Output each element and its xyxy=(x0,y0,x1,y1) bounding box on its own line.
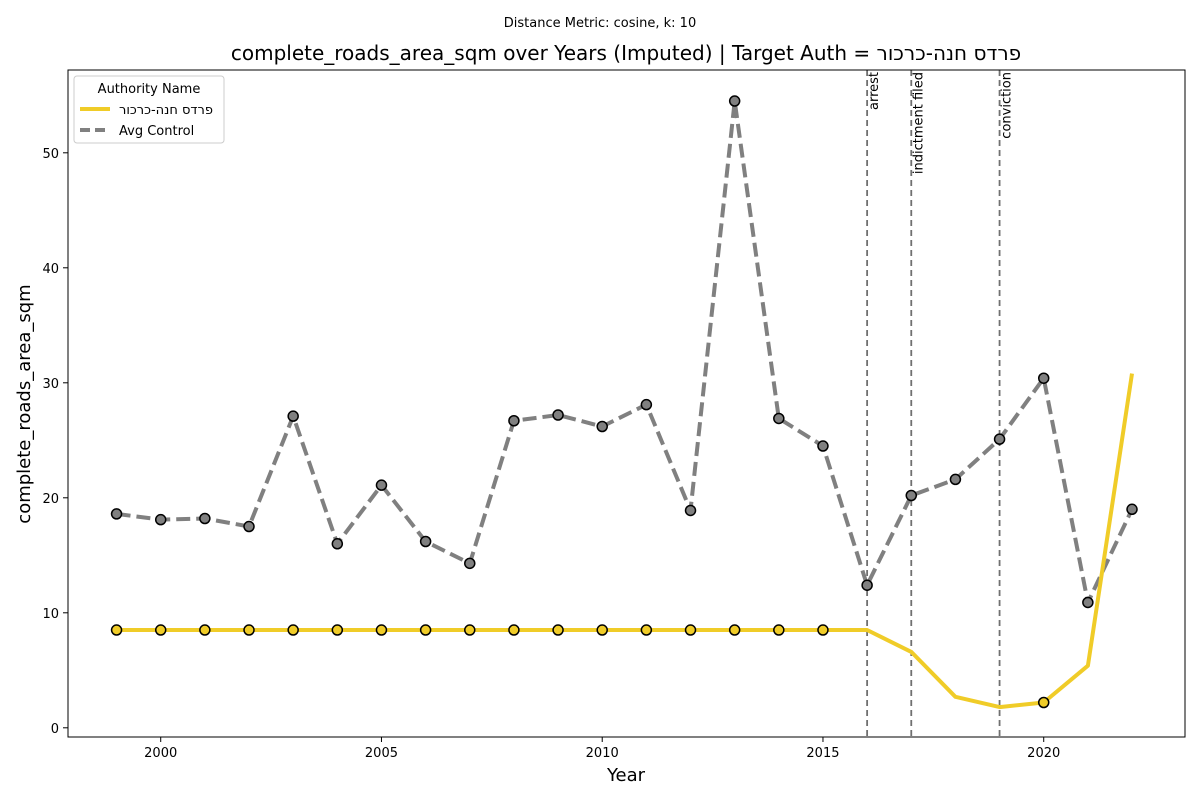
data-point-target xyxy=(419,624,432,636)
data-point-control xyxy=(464,557,476,570)
data-point-control xyxy=(552,409,564,421)
data-point-control xyxy=(640,398,653,411)
plot-area xyxy=(68,70,1185,737)
y-tick-label: 0 xyxy=(51,722,59,737)
data-point-control xyxy=(773,412,785,425)
event-label: arrest xyxy=(867,72,882,110)
y-tick-label: 40 xyxy=(42,262,59,277)
data-point-target xyxy=(464,624,476,636)
legend: Authority Name פרדס חנה-כרכור Avg Contro… xyxy=(73,75,225,144)
data-point-control xyxy=(419,535,432,548)
data-point-control xyxy=(596,420,608,433)
data-point-control xyxy=(1082,596,1094,609)
y-tick-label: 10 xyxy=(42,607,59,622)
data-point-control xyxy=(375,479,388,491)
y-tick-label: 50 xyxy=(42,147,59,162)
data-point-control xyxy=(684,504,697,517)
plot-frame xyxy=(67,69,1186,738)
data-point-target xyxy=(728,624,741,636)
data-point-control xyxy=(508,415,520,427)
data-point-target xyxy=(110,624,123,636)
data-point-target xyxy=(154,624,167,636)
x-tick-label: 2000 xyxy=(144,746,177,761)
data-point-control xyxy=(287,410,299,422)
event-markers: arrest indictment filed conviction xyxy=(866,70,1015,737)
x-tick-label: 2005 xyxy=(365,746,398,761)
data-point-target xyxy=(243,624,255,636)
data-point-target xyxy=(287,624,299,636)
data-point-target xyxy=(552,624,564,636)
x-tick-label: 2020 xyxy=(1027,746,1060,761)
legend-label-control: Avg Control xyxy=(119,124,194,139)
chart-title: complete_roads_area_sqm over Years (Impu… xyxy=(231,41,1021,65)
data-point-control xyxy=(905,489,918,502)
data-point-target xyxy=(773,624,785,636)
data-point-target xyxy=(817,624,829,636)
data-point-control xyxy=(993,433,1006,445)
legend-title: Authority Name xyxy=(98,82,201,97)
x-tick-label: 2010 xyxy=(586,746,619,761)
data-point-target xyxy=(640,624,653,636)
data-point-control xyxy=(243,520,255,533)
y-tick-label: 30 xyxy=(42,377,59,392)
data-point-control xyxy=(728,95,741,107)
chart-suptitle: Distance Metric: cosine, k: 10 xyxy=(504,16,696,31)
y-tick-label: 20 xyxy=(42,492,59,507)
data-point-target xyxy=(508,624,520,636)
data-point-control xyxy=(331,538,344,550)
y-axis-label: complete_roads_area_sqm xyxy=(14,284,35,523)
data-point-target xyxy=(331,624,344,636)
data-point-control xyxy=(1037,372,1050,384)
data-point-target xyxy=(1037,696,1050,709)
x-axis-label: Year xyxy=(606,765,646,786)
legend-label-target: פרדס חנה-כרכור xyxy=(119,103,213,118)
data-point-target xyxy=(596,624,608,636)
data-point-target xyxy=(684,624,697,636)
data-point-control xyxy=(861,579,873,591)
markers-layer xyxy=(110,95,1138,709)
series-layer xyxy=(116,99,1134,710)
legend-box xyxy=(73,75,225,144)
data-point-control xyxy=(817,440,829,452)
data-point-control xyxy=(154,513,167,526)
data-point-target xyxy=(375,624,388,636)
data-point-control xyxy=(949,473,962,486)
x-tick-label: 2015 xyxy=(806,746,839,761)
series-line-target xyxy=(116,373,1134,710)
event-label: indictment filed xyxy=(911,72,926,174)
y-axis: 0 10 20 30 40 50 xyxy=(42,147,68,737)
data-point-control xyxy=(1126,503,1138,516)
data-point-control xyxy=(110,508,123,520)
series-line-control xyxy=(116,99,1134,605)
data-point-target xyxy=(199,624,211,636)
event-label: conviction xyxy=(1000,72,1015,139)
x-axis: 2000 2005 2010 2015 2020 xyxy=(144,737,1060,761)
data-point-control xyxy=(199,512,211,525)
